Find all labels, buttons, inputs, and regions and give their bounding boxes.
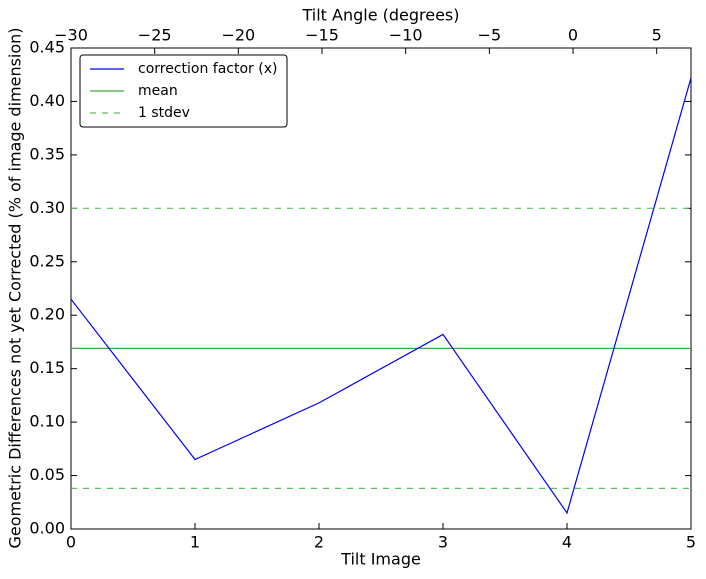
x-tick-label: 4 xyxy=(562,533,572,552)
x-tick-label: 1 xyxy=(190,533,200,552)
y-tick-label: 0.40 xyxy=(29,91,65,110)
legend: correction factor (x) mean 1 stdev xyxy=(79,54,288,128)
legend-box xyxy=(79,54,288,128)
x2-tick-label: −15 xyxy=(305,26,339,45)
x-tick-label: 3 xyxy=(438,533,448,552)
x2-tick-label: −25 xyxy=(138,26,172,45)
legend-label: mean xyxy=(138,83,178,99)
legend-label: correction factor (x) xyxy=(138,61,277,77)
y-tick-label: 0.30 xyxy=(29,198,65,217)
x2-tick-label: −5 xyxy=(478,26,502,45)
y-tick-label: 0.00 xyxy=(29,519,65,538)
data-line xyxy=(70,77,692,515)
x2-tick-label: −10 xyxy=(389,26,423,45)
y-tick-label: 0.25 xyxy=(29,251,65,270)
x2-tick-label: 0 xyxy=(568,26,578,45)
y-tick-label: 0.20 xyxy=(29,305,65,324)
plot-frame xyxy=(70,47,692,530)
y-tick-label: 0.15 xyxy=(29,358,65,377)
x2-tick-label: −20 xyxy=(221,26,255,45)
x-tick-label: 2 xyxy=(314,533,324,552)
y-tick-label: 0.35 xyxy=(29,144,65,163)
y-axis-label: Geometric Differences not yet Corrected … xyxy=(6,27,25,548)
x-tick-label: 5 xyxy=(686,533,696,552)
x2-tick-label: −30 xyxy=(54,26,88,45)
x-axis-label: Tilt Image xyxy=(340,550,421,569)
x2-tick-label: 5 xyxy=(652,26,662,45)
y-tick-label: 0.05 xyxy=(29,465,65,484)
y-tick-label: 0.10 xyxy=(29,412,65,431)
y-tick-label: 0.45 xyxy=(29,38,65,57)
x2-axis-label: Tilt Angle (degrees) xyxy=(301,6,459,25)
x-tick-label: 0 xyxy=(66,533,76,552)
legend-label: 1 stdev xyxy=(138,105,190,121)
